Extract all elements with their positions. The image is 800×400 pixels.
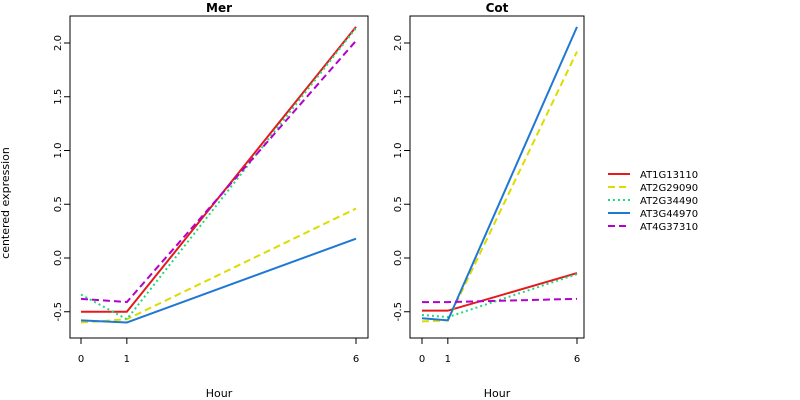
y-tick-label: 1.0 xyxy=(393,143,404,159)
y-axis-label: centered expression xyxy=(0,147,12,259)
legend-item: AT4G37310 xyxy=(608,222,698,233)
legend-label: AT4G37310 xyxy=(640,222,698,233)
series-line-at2g29090 xyxy=(80,207,357,324)
series-line-at2g29090 xyxy=(421,51,578,323)
series-line-at3g44970 xyxy=(80,237,357,324)
legend-item: AT3G44970 xyxy=(608,209,698,220)
x-tick-label: 0 xyxy=(419,354,425,365)
y-tick-label: 0.0 xyxy=(393,250,404,266)
y-tick-label: -0.5 xyxy=(393,302,404,322)
panel-cot: Cot -0.5 0.0 0.5 1.0 1.5 2.0 0 1 6 Hour xyxy=(393,1,585,400)
x-axis-label: Hour xyxy=(206,387,233,400)
series-line-at4g37310 xyxy=(422,297,578,304)
series-line-at4g37310 xyxy=(80,40,357,304)
legend-label: AT3G44970 xyxy=(640,209,698,220)
legend-label: AT2G29090 xyxy=(640,183,698,194)
x-tick-label: 1 xyxy=(445,354,451,365)
x-axis-label: Hour xyxy=(484,387,511,400)
series-line-at3g44970 xyxy=(421,26,578,322)
legend-item: AT1G13110 xyxy=(608,170,698,181)
x-tick-label: 0 xyxy=(78,354,84,365)
y-tick-label: 1.0 xyxy=(53,143,64,159)
plot-frame xyxy=(409,15,585,339)
y-tick-label: 0.5 xyxy=(393,196,404,212)
y-tick-label: 0.0 xyxy=(53,250,64,266)
legend-label: AT2G34490 xyxy=(640,196,698,207)
y-tick-label: 1.5 xyxy=(393,89,404,105)
y-tick-label: 2.0 xyxy=(53,35,64,51)
y-tick-label: 0.5 xyxy=(53,196,64,212)
legend: AT1G13110 AT2G29090 AT2G34490 AT3G44970 AT4G… xyxy=(608,170,698,233)
plot-frame xyxy=(69,15,369,339)
x-tick-label: 1 xyxy=(124,354,130,365)
y-tick-label: 1.5 xyxy=(53,89,64,105)
x-tick-label: 6 xyxy=(353,354,359,365)
legend-label: AT1G13110 xyxy=(640,170,698,181)
series-line-at2g34490 xyxy=(421,273,578,319)
legend-item: AT2G34490 xyxy=(608,196,698,207)
legend-item: AT2G29090 xyxy=(608,183,698,194)
series-line-at1g13110 xyxy=(422,272,578,312)
panel-title: Cot xyxy=(486,1,509,15)
x-tick-label: 6 xyxy=(574,354,580,365)
series-line-at1g13110 xyxy=(81,26,357,313)
panel-title: Mer xyxy=(206,1,232,15)
panels: Mer -0.5 0.0 0.5 1.0 1.5 2.0 0 1 6 Hour Cot -0.5 0.0 0… xyxy=(53,1,585,400)
panel-mer: Mer -0.5 0.0 0.5 1.0 1.5 2.0 0 1 6 Hour xyxy=(53,1,369,400)
y-tick-label: -0.5 xyxy=(53,302,64,322)
y-tick-label: 2.0 xyxy=(393,35,404,51)
